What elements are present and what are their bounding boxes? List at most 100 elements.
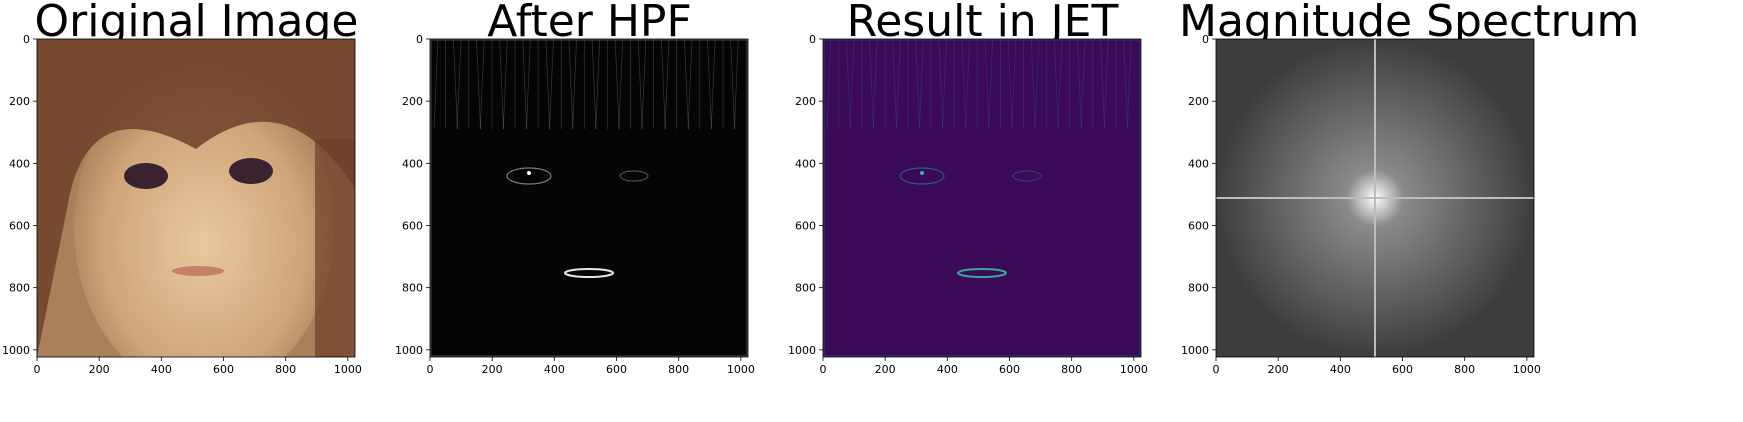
edge-stroke [591, 39, 597, 130]
edge-stroke [637, 39, 643, 130]
edge-stroke [1103, 39, 1109, 130]
x-tick-label: 600 [606, 363, 627, 376]
x-tick-label: 600 [1392, 363, 1413, 376]
edge-stroke [895, 39, 901, 130]
y-tick-label: 1000 [2, 344, 30, 357]
edge-stroke [919, 39, 924, 130]
magnitude-spectrum-axes: 0 200 400 600 800 1000 0 200 400 600 800 1000 [1181, 33, 1541, 376]
result-in-jet-axes: 0 200 400 600 800 1000 0 200 400 600 800 1000 [788, 33, 1148, 376]
edge-stroke [1030, 39, 1036, 130]
y-tick-label: 400 [402, 157, 423, 170]
x-tick-label: 800 [275, 363, 296, 376]
y-tick-label: 600 [1188, 220, 1209, 233]
x-tick-label: 1000 [727, 363, 755, 376]
y-tick-label: 600 [795, 220, 816, 233]
x-tick-label: 200 [482, 363, 503, 376]
edge-stroke [526, 39, 531, 130]
y-tick-label: 400 [795, 157, 816, 170]
x-tick-label: 200 [89, 363, 110, 376]
y-tick-label: 200 [9, 95, 30, 108]
y-tick-label: 1000 [395, 344, 423, 357]
image-content [823, 39, 1141, 357]
x-tick-label: 0 [427, 363, 434, 376]
edge-stroke [707, 39, 712, 130]
edge-stroke [684, 39, 689, 130]
original-image-panel: Original Image 0 200 400 600 800 1000 0 200 400 6… [0, 0, 393, 422]
hair [37, 39, 355, 357]
edge-stroke [846, 39, 851, 130]
after-hpf-axes: 0 200 400 600 800 1000 0 200 400 600 800 1000 [395, 33, 755, 376]
x-tick-label: 400 [151, 363, 172, 376]
edge-stroke [1034, 39, 1040, 130]
edge-stroke [984, 39, 990, 130]
x-tick-label: 800 [1454, 363, 1475, 376]
y-tick-label: 800 [1188, 282, 1209, 295]
edge-stroke [664, 39, 670, 130]
y-tick-label: 800 [9, 282, 30, 295]
edge-stroke [965, 39, 970, 130]
image-content [37, 39, 355, 357]
y-tick-label: 0 [1202, 33, 1209, 46]
x-tick-label: 1000 [1513, 363, 1541, 376]
x-tick-label: 400 [937, 363, 958, 376]
edge-stroke [522, 39, 528, 130]
edge-stroke [872, 39, 878, 130]
edge-stroke [1077, 39, 1082, 130]
edge-stroke [499, 39, 504, 130]
edge-stroke [849, 39, 855, 130]
edge-stroke [1126, 39, 1132, 130]
edge-stroke [456, 39, 462, 130]
x-tick-label: 400 [544, 363, 565, 376]
y-tick-label: 800 [402, 282, 423, 295]
right-eye [229, 158, 273, 184]
edge-stroke [568, 39, 574, 130]
right-eye-edge [1012, 170, 1042, 182]
left-eye-highlight [920, 171, 924, 175]
x-tick-label: 200 [1268, 363, 1289, 376]
axes-frame [429, 38, 749, 358]
axes-frame [1215, 38, 1535, 358]
image-background [823, 39, 1141, 357]
x-tick-label: 1000 [334, 363, 362, 376]
edge-stroke [730, 39, 735, 130]
edge-stroke [938, 39, 944, 130]
image-background [430, 39, 748, 357]
y-tick-label: 0 [416, 33, 423, 46]
y-tick-label: 800 [795, 282, 816, 295]
lips-edge [957, 268, 1007, 278]
axes-frame [36, 38, 356, 358]
y-tick-label: 400 [9, 157, 30, 170]
edge-stroke [476, 39, 481, 130]
x-tick-label: 600 [999, 363, 1020, 376]
edge-stroke [1007, 39, 1013, 130]
x-tick-label: 0 [34, 363, 41, 376]
edge-stroke [1053, 39, 1059, 130]
edge-stroke [502, 39, 508, 130]
edge-stroke [687, 39, 693, 130]
edge-stroke [988, 39, 994, 130]
left-eye-edge [506, 167, 552, 185]
left-eye [124, 163, 168, 189]
x-tick-label: 200 [875, 363, 896, 376]
edge-stroke [1011, 39, 1017, 130]
edge-stroke [549, 39, 554, 130]
right-eye-edge [619, 170, 649, 182]
result-in-jet-panel: Result in JET 0 200 400 600 800 1000 0 200 400 60… [786, 0, 1179, 422]
y-tick-label: 1000 [1181, 344, 1209, 357]
face [74, 63, 334, 357]
y-tick-label: 1000 [788, 344, 816, 357]
edge-stroke [1100, 39, 1105, 130]
x-tick-label: 0 [820, 363, 827, 376]
y-tick-label: 400 [1188, 157, 1209, 170]
edge-stroke [660, 39, 666, 130]
x-tick-label: 600 [213, 363, 234, 376]
after-hpf-panel: After HPF 0 200 400 600 800 1000 0 200 400 600 800… [393, 0, 786, 422]
edge-stroke [641, 39, 647, 130]
y-tick-label: 200 [795, 95, 816, 108]
edge-stroke [614, 39, 620, 130]
edge-stroke [545, 39, 551, 130]
y-tick-label: 0 [809, 33, 816, 46]
edge-stroke [733, 39, 739, 130]
original-image-axes: 0 200 400 600 800 1000 0 200 400 600 800 1000 [2, 33, 362, 376]
y-tick-label: 600 [402, 220, 423, 233]
